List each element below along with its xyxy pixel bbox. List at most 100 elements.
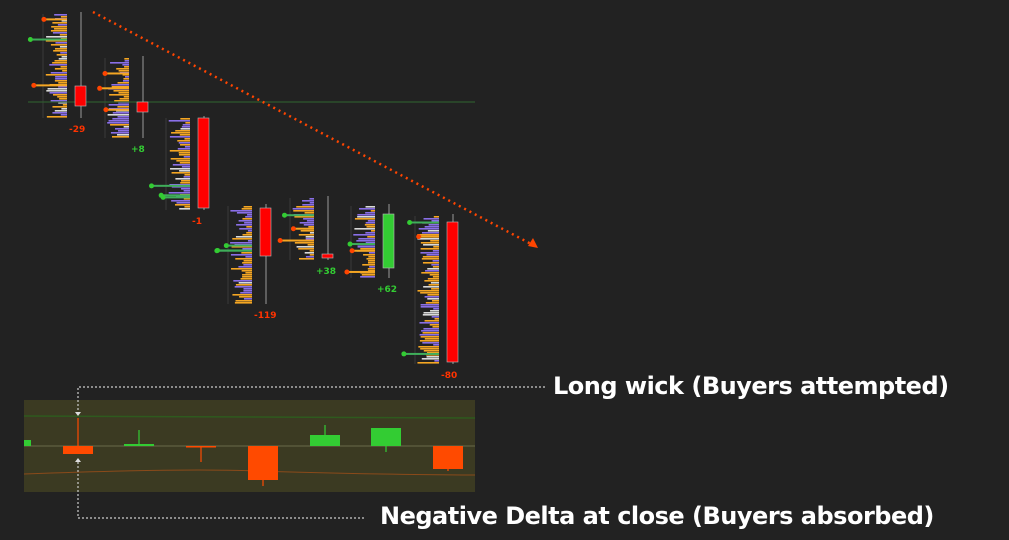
profile-bar xyxy=(235,300,252,302)
profile-bar xyxy=(362,264,375,266)
profile-bar xyxy=(175,130,190,132)
profile-bar xyxy=(49,64,67,66)
profile-bar xyxy=(432,250,439,252)
profile-bar xyxy=(55,76,67,78)
profile-bar xyxy=(427,294,439,296)
candle-body xyxy=(382,213,395,269)
profile-bar xyxy=(305,256,314,258)
profile-bar xyxy=(107,122,129,124)
profile-bar xyxy=(181,166,190,168)
profile-bar xyxy=(243,288,252,290)
profile-bar xyxy=(58,86,67,88)
delta-bar xyxy=(63,446,93,454)
profile-bar xyxy=(427,278,439,280)
candle-body xyxy=(446,221,459,363)
profile-bar xyxy=(418,228,439,230)
profile-bar xyxy=(123,96,129,98)
profile-bar xyxy=(369,266,375,268)
delta-bar xyxy=(24,440,31,446)
profile-bar xyxy=(60,16,67,18)
profile-bar xyxy=(307,244,314,246)
profile-bar xyxy=(176,202,190,204)
profile-bar xyxy=(176,160,190,162)
profile-bar xyxy=(421,358,439,360)
profile-bar xyxy=(183,156,190,158)
profile-bar xyxy=(238,282,252,284)
profile-bar xyxy=(122,74,129,76)
profile-bar xyxy=(305,236,314,238)
profile-bar xyxy=(360,248,375,250)
profile-bar xyxy=(367,220,375,222)
profile-bar xyxy=(114,100,129,102)
profile-bar xyxy=(243,260,252,262)
candles xyxy=(28,12,475,364)
profile-bar xyxy=(434,318,439,320)
profile-bar xyxy=(417,362,439,364)
profile-bar xyxy=(422,314,439,316)
profile-bar xyxy=(184,146,190,148)
profile-bar xyxy=(111,86,129,88)
profile-highlight-bar xyxy=(217,249,252,252)
profile-bar xyxy=(52,22,67,24)
profile-highlight-bar xyxy=(105,108,129,111)
profile-bar xyxy=(110,132,129,134)
profile-bar xyxy=(365,222,375,224)
profile-bar xyxy=(303,224,314,226)
profile-bar xyxy=(431,288,439,290)
profile-bar xyxy=(424,280,439,282)
profile-bar xyxy=(417,290,439,292)
profile-bar xyxy=(184,206,190,208)
profile-bar xyxy=(305,238,314,240)
profile-bar xyxy=(108,120,129,122)
profile-bar xyxy=(231,268,252,270)
profile-bar xyxy=(124,60,129,62)
profile-bar xyxy=(309,250,314,252)
profile-bar xyxy=(53,50,67,52)
profile-bar xyxy=(111,84,129,86)
profile-bar xyxy=(230,242,252,244)
profile-bar xyxy=(236,224,252,226)
profile-bar xyxy=(419,340,439,342)
profile-bar xyxy=(170,158,190,160)
profile-bar xyxy=(118,92,129,94)
profile-bar xyxy=(60,114,67,116)
profile-bar xyxy=(424,338,439,340)
profile-bar xyxy=(241,270,252,272)
profile-bar xyxy=(169,184,190,186)
profile-bar xyxy=(170,168,190,170)
profile-bar xyxy=(423,244,439,246)
profile-bar xyxy=(430,282,439,284)
profile-bar xyxy=(244,222,252,224)
profile-bar xyxy=(124,58,129,60)
profile-bar xyxy=(46,36,67,38)
annotation-lines xyxy=(75,10,545,519)
profile-bar xyxy=(236,212,252,214)
profile-bar xyxy=(422,342,439,344)
profile-bar xyxy=(427,268,439,270)
profile-bar xyxy=(423,312,439,314)
profile-bar xyxy=(232,294,252,296)
profile-highlight-bar xyxy=(151,184,190,187)
profile-bar xyxy=(309,232,314,234)
profile-highlight-bar xyxy=(99,87,129,90)
profile-bar xyxy=(368,252,375,254)
profile-bar xyxy=(57,24,67,26)
profile-bar xyxy=(239,296,252,298)
profile-bar xyxy=(431,264,439,266)
annotation-bottom-connector xyxy=(77,462,365,519)
profile-bar xyxy=(427,298,439,300)
profile-bar xyxy=(358,238,375,240)
profile-bar xyxy=(115,128,129,130)
profile-bar xyxy=(178,152,190,154)
profile-bar xyxy=(366,258,375,260)
arrow-down-icon xyxy=(75,412,81,416)
profile-bar xyxy=(424,226,439,228)
profile-bar xyxy=(180,118,190,120)
profile-bar xyxy=(368,270,375,272)
profile-bar xyxy=(245,272,252,274)
profile-bar xyxy=(428,224,439,226)
profile-highlight-bar xyxy=(409,221,439,224)
profile-bar xyxy=(124,66,129,68)
profile-bar xyxy=(49,92,67,94)
profile-bar xyxy=(54,80,67,82)
